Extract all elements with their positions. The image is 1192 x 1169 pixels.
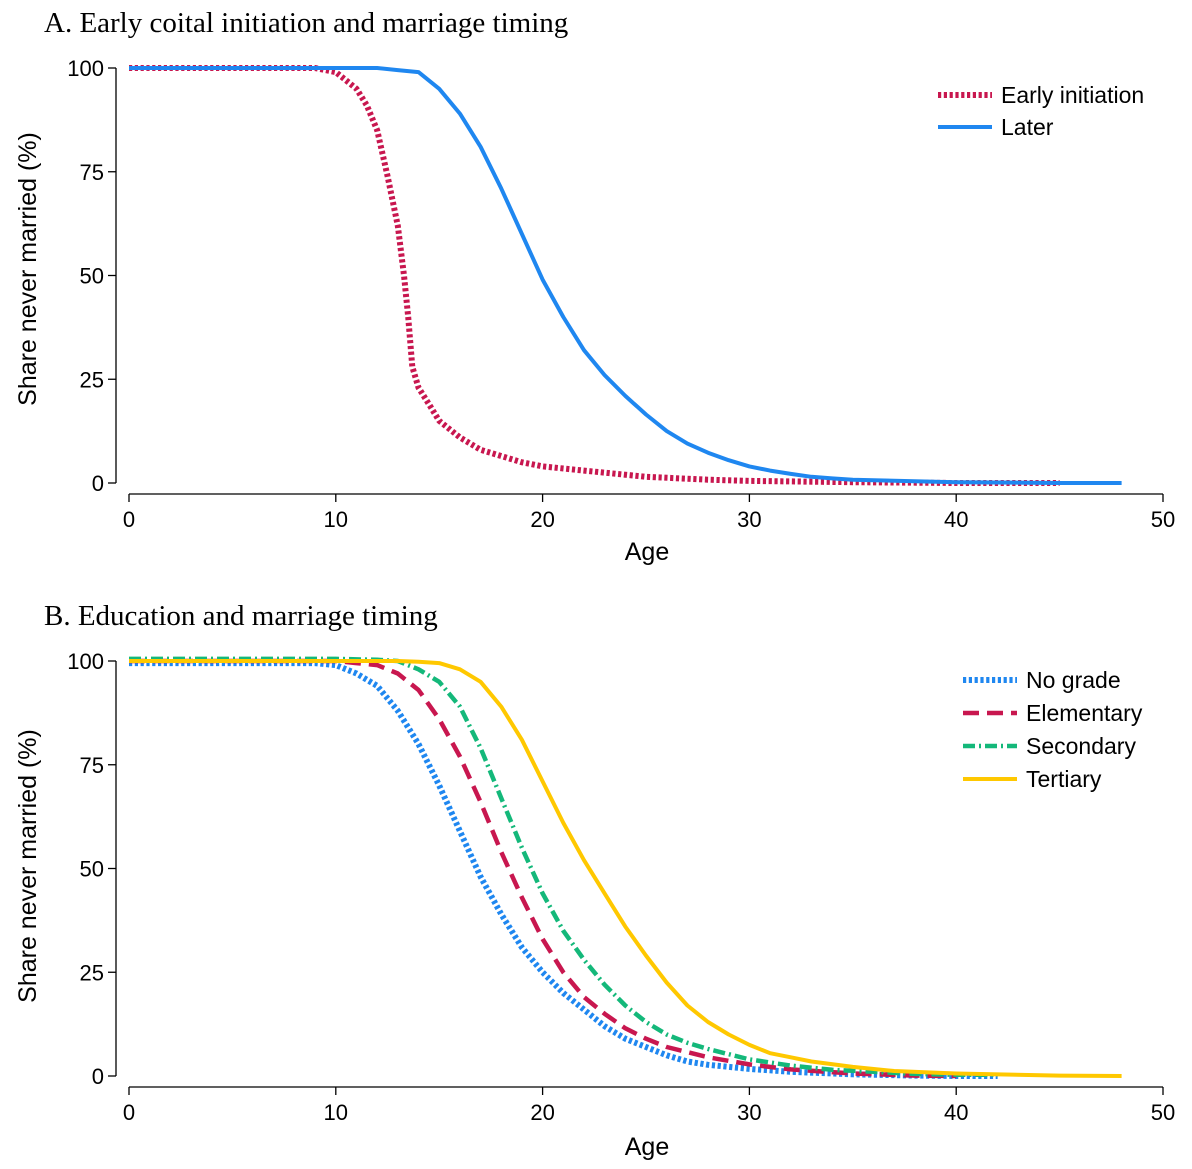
panel-a-x-tick-label: 20 <box>530 507 554 532</box>
panel-a-y-tick-label: 25 <box>80 367 104 392</box>
panel-b-series-secondary <box>129 656 998 1078</box>
panel-b-legend-label: Elementary <box>1026 700 1143 726</box>
panel-b-series-tertiary <box>129 659 1122 1078</box>
panel-a-axes: 0 10 20 30 40 50 0 25 50 75 100 <box>67 56 1175 532</box>
panel-a-series-early-initiation <box>129 65 1060 486</box>
panel-b-y-tick-label: 25 <box>80 960 104 985</box>
panel-a-legend-label: Early initiation <box>1001 82 1144 108</box>
panel-a-x-tick-label: 0 <box>123 507 135 532</box>
panel-b-x-tick-label: 30 <box>737 1100 761 1125</box>
panel-b-plot <box>129 656 1122 1079</box>
panel-a: A. Early coital initiation and marriage … <box>14 7 1175 566</box>
panel-b-x-tick-label: 40 <box>944 1100 968 1125</box>
panel-b-x-tick-label: 0 <box>123 1100 135 1125</box>
panel-a-x-axis-label: Age <box>625 538 669 566</box>
panel-a-y-axis-label: Share never married (%) <box>14 132 42 406</box>
panel-a-y-tick-label: 50 <box>80 264 104 289</box>
panel-a-x-tick-label: 10 <box>324 507 348 532</box>
panel-b-series-elementary <box>129 658 957 1079</box>
panel-b-x-tick-label: 50 <box>1151 1100 1175 1125</box>
panel-a-x-tick-label: 50 <box>1151 507 1175 532</box>
panel-b-y-tick-label: 100 <box>67 649 104 674</box>
panel-b: B. Education and marriage timing Share n… <box>14 600 1175 1161</box>
panel-b-axes: 0 10 20 30 40 50 0 25 50 75 100 <box>67 649 1175 1125</box>
panel-b-legend-label: Tertiary <box>1026 766 1102 792</box>
panel-b-x-tick-label: 20 <box>530 1100 554 1125</box>
panel-a-plot <box>129 65 1122 486</box>
panel-b-y-tick-label: 50 <box>80 857 104 882</box>
panel-b-y-axis-label: Share never married (%) <box>14 729 42 1003</box>
panel-b-y-tick-label: 0 <box>92 1064 104 1089</box>
panel-a-series-later <box>129 66 1122 485</box>
panel-a-legend: Early initiation Later <box>938 82 1144 140</box>
panel-b-title: B. Education and marriage timing <box>44 600 438 632</box>
panel-b-legend-label: No grade <box>1026 667 1121 693</box>
panel-a-y-tick-label: 0 <box>92 471 104 496</box>
panel-a-x-tick-label: 30 <box>737 507 761 532</box>
panel-b-legend: No grade Elementary Secondary Tertiary <box>963 667 1143 792</box>
panel-a-x-tick-label: 40 <box>944 507 968 532</box>
panel-b-legend-label: Secondary <box>1026 733 1136 759</box>
panel-a-legend-label: Later <box>1001 114 1054 140</box>
panel-b-x-axis-label: Age <box>625 1133 669 1161</box>
panel-b-x-tick-label: 10 <box>324 1100 348 1125</box>
panel-a-title: A. Early coital initiation and marriage … <box>44 7 568 39</box>
panel-b-y-tick-label: 75 <box>80 753 104 778</box>
panel-b-series-no-grade <box>129 660 998 1079</box>
panel-a-y-tick-label: 75 <box>80 160 104 185</box>
panel-a-y-tick-label: 100 <box>67 56 104 81</box>
